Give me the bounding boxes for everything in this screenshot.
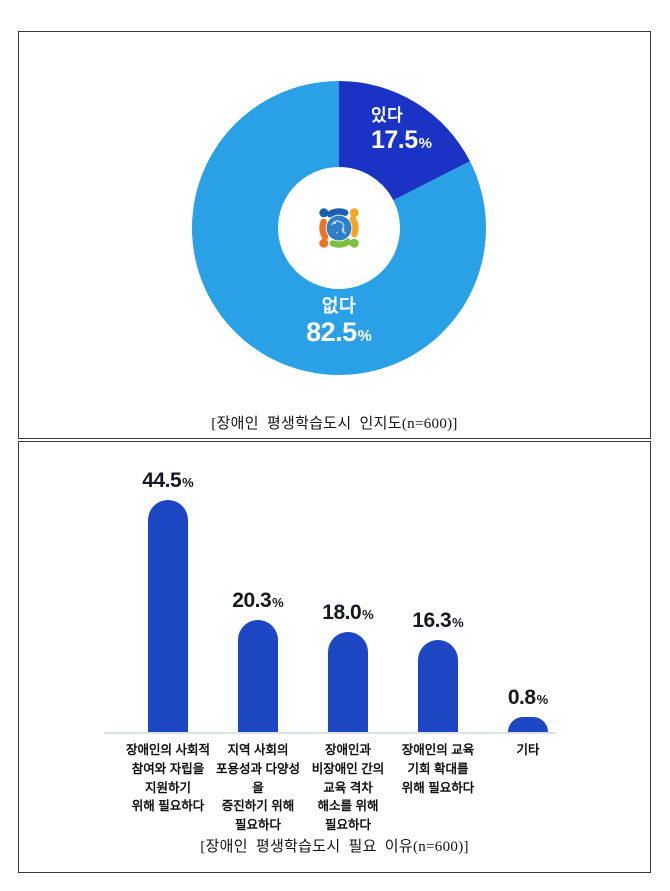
bar-column: 0.8%	[483, 686, 573, 732]
bar	[148, 500, 188, 732]
bar-column: 16.3%	[393, 609, 483, 732]
bar-column: 18.0%	[303, 601, 393, 732]
bar-value-label: 0.8%	[507, 686, 549, 709]
bar-value-label: 44.5%	[142, 469, 194, 492]
donut-chart-panel: 있다 17.5% 없다 82.5% [장애인 평생학습도시 인지도(n=600)…	[18, 31, 651, 439]
bar-value-label: 20.3%	[232, 589, 284, 612]
bar-column: 44.5%	[123, 469, 213, 732]
globe-dot	[336, 231, 338, 234]
bar-column: 20.3%	[213, 589, 303, 732]
bar-category-label: 장애인의 교육 기회 확대를 위해 필요하다	[401, 743, 475, 795]
globe-icon	[326, 215, 352, 241]
donut-label-no: 없다 82.5%	[306, 296, 372, 348]
bar-value-label: 18.0%	[322, 601, 374, 624]
globe-dot	[333, 221, 337, 225]
bar-value-label: 16.3%	[412, 609, 464, 632]
figure-top-left-icon	[319, 208, 349, 218]
bar	[328, 632, 368, 732]
bar-category-label: 지역 사회의 포용성과 다양성을 증진하기 위해 필요하다	[216, 743, 300, 832]
bar-category-label: 장애인의 사회적 참여와 자립을 지원하기 위해 필요하다	[126, 743, 210, 814]
slice-name: 없다	[321, 296, 357, 316]
category-row: 장애인의 사회적 참여와 자립을 지원하기 위해 필요하다 지역 사회의 포용성과…	[123, 741, 573, 835]
people-around-globe-logo	[319, 208, 359, 248]
bar-category-label: 장애인과 비장애인 간의 교육 격차 해소를 위해 필요하다	[311, 743, 385, 832]
bar-chart-panel: 44.5% 20.3% 18.0% 16.3% 0.8% 장애인의 사회적 참여와 자립…	[18, 441, 651, 873]
donut-svg	[192, 81, 486, 375]
donut-slice-1	[192, 81, 486, 375]
figure-bottom-right-icon	[329, 238, 359, 248]
globe-dot	[342, 228, 345, 232]
globe-pattern	[330, 220, 347, 235]
slice-value: 82.5%	[306, 316, 372, 347]
donut-label-yes: 있다 17.5%	[371, 106, 432, 154]
bar-category-label: 기타	[516, 743, 540, 757]
bar	[418, 640, 458, 732]
slice-value: 17.5%	[371, 125, 433, 154]
figure-top-right-icon	[349, 208, 359, 238]
x-axis-baseline	[104, 732, 556, 734]
bar	[508, 717, 548, 732]
bars-row: 44.5% 20.3% 18.0% 16.3% 0.8%	[123, 442, 573, 732]
slice-name: 있다	[371, 106, 404, 125]
bar-chart-caption: [장애인 평생학습도시 필요 이유(n=600)]	[200, 839, 469, 855]
donut-chart-caption: [장애인 평생학습도시 인지도(n=600)]	[211, 416, 458, 432]
donut-slice-0	[339, 81, 470, 201]
bar	[238, 620, 278, 732]
figure-bottom-left-icon	[319, 218, 329, 248]
